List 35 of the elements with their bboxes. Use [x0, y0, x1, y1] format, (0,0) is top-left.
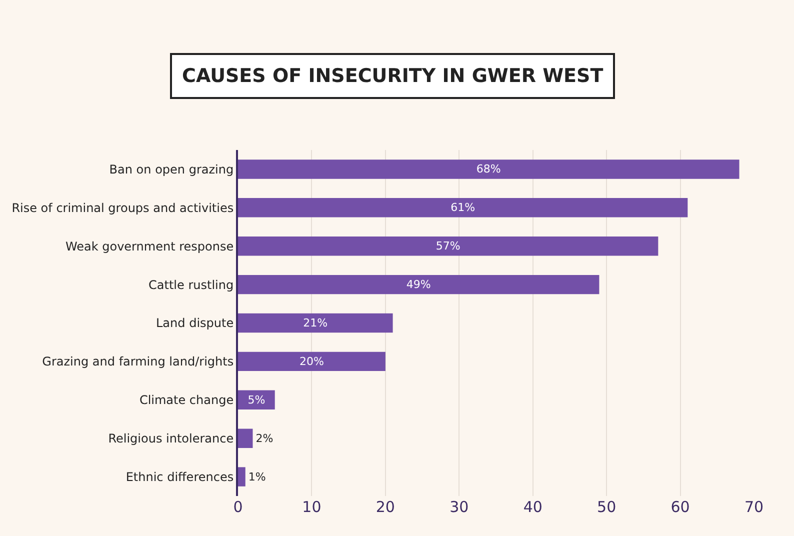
y-tick-label: Climate change: [139, 393, 234, 408]
bar: [238, 198, 688, 218]
x-tick-label: 70: [744, 498, 764, 516]
x-tick-label: 30: [450, 498, 469, 516]
y-tick-label: Grazing and farming land/rights: [42, 354, 234, 369]
y-tick-label: Ban on open grazing: [109, 162, 234, 176]
y-tick-label: Land dispute: [156, 316, 234, 330]
data-label: 68%: [476, 162, 501, 176]
bar: [238, 313, 393, 333]
x-tick-label: 10: [302, 498, 322, 516]
data-label: 5%: [248, 393, 266, 406]
y-tick-label: Ethnic differences: [126, 470, 234, 484]
data-label: 61%: [450, 201, 476, 214]
data-label: 57%: [436, 240, 460, 253]
y-tick-label: Religious intolerance: [108, 432, 234, 446]
bar: [238, 428, 253, 448]
bar: [238, 467, 246, 486]
data-label: 2%: [256, 432, 274, 445]
x-tick-label: 20: [376, 498, 395, 516]
bar: [238, 274, 600, 294]
data-label: 21%: [303, 316, 328, 330]
y-tick-label: Rise of criminal groups and activities: [12, 200, 234, 215]
data-label: 20%: [299, 354, 324, 368]
bar: [238, 160, 740, 179]
bar: [238, 352, 386, 372]
x-tick-label: 60: [670, 498, 690, 516]
y-tick-label: Cattle rustling: [148, 278, 234, 292]
y-tick-label: Weak government response: [65, 239, 234, 254]
x-tick-label: 40: [523, 498, 542, 516]
chart-title: CAUSES OF INSECURITY IN GWER WEST: [182, 65, 604, 87]
x-tick-label: 50: [597, 498, 616, 516]
data-label: 49%: [406, 278, 431, 292]
x-tick-label: 0: [233, 498, 243, 516]
data-label: 1%: [248, 470, 266, 484]
bar: [238, 236, 658, 256]
